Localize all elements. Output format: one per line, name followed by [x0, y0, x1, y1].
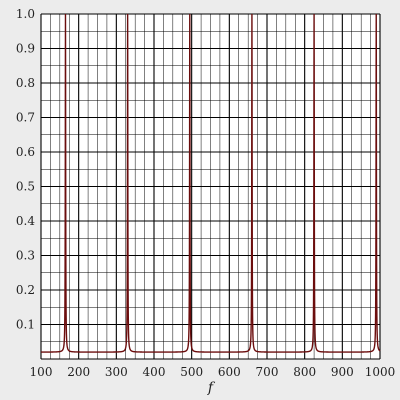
series-line	[41, 13, 381, 353]
y-tick-label: 0.1	[16, 318, 35, 332]
x-tick-label: 300	[105, 365, 128, 379]
horizontal-gridlines	[41, 13, 380, 360]
series-layer	[41, 13, 381, 353]
x-tick-label: 200	[67, 365, 90, 379]
y-tick-label: 0.2	[16, 283, 35, 297]
x-tick-label: 1000	[365, 365, 396, 379]
y-tick-label: 0.4	[16, 214, 35, 228]
x-tick-label: 500	[180, 365, 203, 379]
x-tick-label: 400	[143, 365, 166, 379]
x-tick-label: 900	[331, 365, 354, 379]
y-tick-label: 0.6	[16, 145, 35, 159]
x-tick-label: 100	[30, 365, 53, 379]
y-tick-label: 0.3	[16, 249, 35, 263]
y-tick-labels: 0.1 0.2 0.3 0.4 0.5 0.6 0.7 0.8 0.9 1.0	[16, 7, 35, 332]
y-tick-label: 0.5	[16, 180, 35, 194]
x-tick-labels: 100 200 300 400 500 600 700 800 900 1000	[30, 365, 396, 379]
y-tick-label: 1.0	[16, 7, 35, 21]
x-axis-label: f	[207, 380, 216, 396]
x-tick-label: 600	[218, 365, 241, 379]
x-tick-label: 800	[293, 365, 316, 379]
y-tick-label: 0.8	[16, 76, 35, 90]
x-tick-label: 700	[256, 365, 279, 379]
y-tick-label: 0.9	[16, 42, 35, 56]
y-tick-label: 0.7	[16, 111, 35, 125]
